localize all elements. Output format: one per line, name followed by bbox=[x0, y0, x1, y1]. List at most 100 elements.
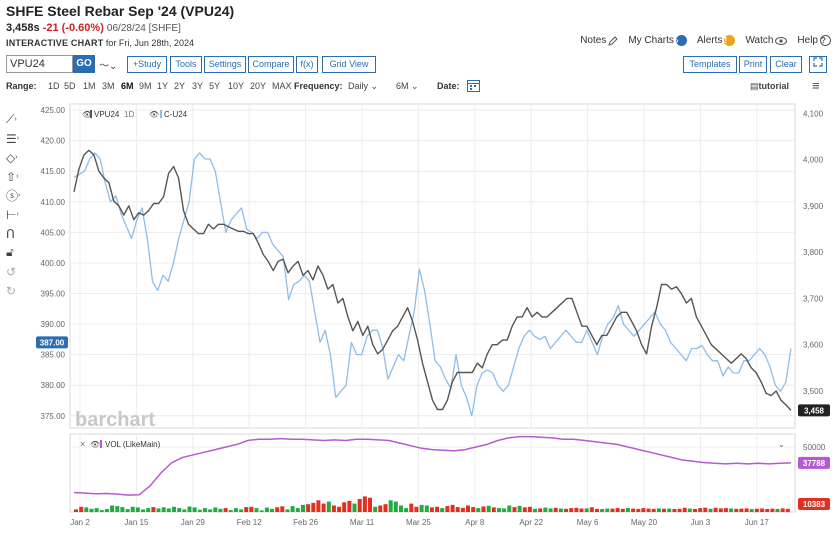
collapse-icon: ⌄ bbox=[778, 440, 785, 449]
frequency-select[interactable]: Daily ⌄ bbox=[348, 81, 378, 92]
volume-bar bbox=[388, 500, 393, 512]
line-volume-ma bbox=[73, 435, 792, 496]
series-vpu bbox=[73, 149, 792, 411]
fullscreen-button[interactable] bbox=[809, 56, 827, 73]
volume-frame bbox=[69, 433, 796, 513]
left-tick-label: 415.00 bbox=[41, 167, 66, 176]
volume-bar bbox=[672, 509, 677, 512]
right-tick-label: 4,100 bbox=[803, 109, 824, 118]
lock-tool[interactable]: 🔓︎ bbox=[6, 243, 28, 262]
chevron-right-icon: › bbox=[14, 116, 17, 123]
mycharts-link[interactable]: My Charts › bbox=[628, 35, 687, 46]
volume-bar bbox=[99, 510, 104, 512]
measure-tool[interactable]: ⊢ › bbox=[6, 205, 28, 224]
range-5d[interactable]: 5D bbox=[64, 81, 76, 91]
magnet-tool[interactable]: Ո bbox=[6, 224, 28, 243]
x-tick-label: Mar 25 bbox=[406, 518, 431, 527]
price-marker-icon: ⓢ bbox=[6, 189, 19, 203]
legend-eye-icon: 👁︎ bbox=[90, 440, 100, 449]
help-label: Help bbox=[797, 35, 818, 46]
volume-bar bbox=[713, 507, 718, 512]
undo-tool[interactable]: ↺ bbox=[6, 262, 28, 281]
menu-icon[interactable]: ≡ bbox=[812, 78, 820, 93]
volume-bar bbox=[424, 505, 429, 512]
volume-bar bbox=[383, 504, 388, 512]
range-3m[interactable]: 3M bbox=[102, 81, 115, 91]
price-badges: 387.00 3,458 37788 10383 bbox=[36, 336, 830, 510]
range-3y[interactable]: 3Y bbox=[192, 81, 204, 91]
right-price-badge bbox=[798, 404, 830, 417]
expand-icon bbox=[813, 57, 823, 67]
chart-type-selector[interactable]: 〜⌄ bbox=[99, 57, 117, 72]
arrow-tool[interactable]: ⇧ › bbox=[6, 167, 28, 186]
date-picker[interactable] bbox=[467, 79, 480, 94]
range-6m[interactable]: 6M bbox=[121, 81, 134, 91]
undo-icon: ↺ bbox=[6, 264, 17, 279]
symbol-input[interactable]: VPU24 bbox=[6, 55, 73, 73]
grid-view-button[interactable]: Grid View bbox=[322, 56, 376, 73]
volume-bar bbox=[177, 508, 182, 512]
volume-bar bbox=[94, 508, 99, 512]
redo-tool[interactable]: ↻ bbox=[6, 281, 28, 300]
volume-bar bbox=[708, 508, 713, 513]
range-max[interactable]: MAX bbox=[272, 81, 292, 91]
price-note-tool[interactable]: ⓢ › bbox=[6, 186, 28, 205]
compare-button[interactable]: Compare bbox=[248, 56, 294, 73]
volume-bar bbox=[527, 506, 532, 512]
arrow-up-icon: ⇧ bbox=[6, 169, 17, 184]
legend-swatch-cu bbox=[160, 110, 162, 118]
fibonacci-tool[interactable]: ☰ › bbox=[6, 129, 28, 148]
study-button[interactable]: +Study bbox=[127, 56, 167, 73]
range-5y[interactable]: 5Y bbox=[209, 81, 221, 91]
volume-bar bbox=[218, 508, 223, 513]
x-tick-label: Jan 15 bbox=[124, 518, 149, 527]
templates-button[interactable]: Templates bbox=[683, 56, 737, 73]
tutorial-link[interactable]: ▤tutorial bbox=[750, 81, 789, 92]
volume-bar bbox=[125, 509, 130, 512]
alert-icon: ! bbox=[724, 35, 736, 46]
period-select[interactable]: 6M ⌄ bbox=[396, 81, 419, 92]
range-2y[interactable]: 2Y bbox=[174, 81, 186, 91]
volume-bar bbox=[641, 508, 646, 512]
fib-tool-icon: ☰ bbox=[6, 131, 17, 146]
help-link[interactable]: Help? bbox=[797, 35, 831, 46]
chart-subtitle: INTERACTIVE CHART for Fri, Jun 28th, 202… bbox=[6, 38, 194, 48]
volume-bar bbox=[455, 507, 460, 512]
volume-bar bbox=[342, 502, 347, 513]
range-1d[interactable]: 1D bbox=[48, 81, 60, 91]
go-button[interactable]: GO bbox=[73, 55, 95, 73]
range-9m[interactable]: 9M bbox=[139, 81, 152, 91]
clear-button[interactable]: Clear bbox=[770, 56, 802, 73]
range-1y[interactable]: 1Y bbox=[157, 81, 169, 91]
volume-bar bbox=[254, 508, 259, 512]
range-1m[interactable]: 1M bbox=[83, 81, 96, 91]
tutorial-icon: ▤ bbox=[750, 81, 759, 91]
settings-button[interactable]: Settings bbox=[204, 56, 246, 73]
x-tick-label: Jan 2 bbox=[70, 518, 90, 527]
volume-bar bbox=[491, 507, 496, 512]
alerts-link[interactable]: Alerts! bbox=[697, 35, 736, 46]
shape-tool[interactable]: ◇ › bbox=[6, 148, 28, 167]
volume-bar bbox=[466, 505, 470, 512]
watch-link[interactable]: Watch bbox=[745, 35, 788, 46]
volume-bar bbox=[275, 507, 280, 512]
print-button[interactable]: Print bbox=[739, 56, 767, 73]
volume-bar bbox=[213, 507, 218, 512]
left-tick-label: 380.00 bbox=[41, 381, 66, 390]
notes-link[interactable]: Notes bbox=[580, 35, 619, 46]
volume-bar bbox=[620, 508, 625, 512]
volume-bar bbox=[419, 504, 424, 512]
range-10y[interactable]: 10Y bbox=[228, 81, 245, 91]
function-button[interactable]: f(x) bbox=[296, 56, 318, 73]
volume-bar bbox=[723, 508, 728, 512]
volume-bar bbox=[321, 503, 326, 512]
right-price-badge-text: 3,458 bbox=[804, 406, 825, 415]
volume-bar bbox=[553, 507, 558, 512]
trendline-tool[interactable]: ⟋ › bbox=[6, 110, 28, 129]
volume-bar bbox=[770, 508, 775, 512]
range-20y[interactable]: 20Y bbox=[250, 81, 267, 91]
tools-button[interactable]: Tools bbox=[170, 56, 202, 73]
left-price-badge bbox=[36, 336, 68, 349]
volume-bar bbox=[558, 508, 563, 512]
pencil-icon bbox=[608, 35, 619, 46]
